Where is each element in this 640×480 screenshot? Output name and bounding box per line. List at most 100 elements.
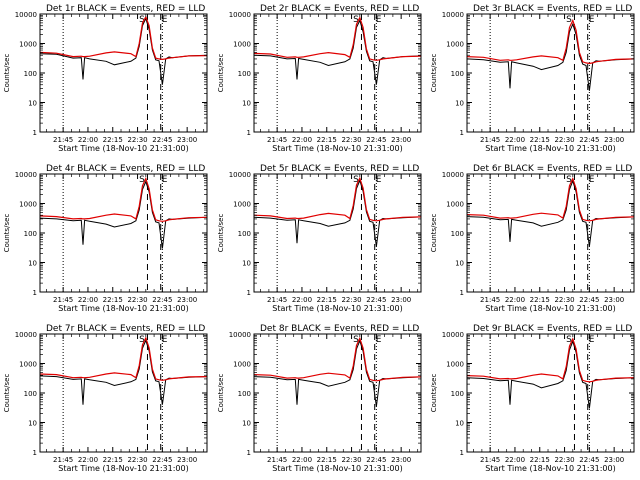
x-tick-label: 22:30 <box>341 136 361 144</box>
plot-frame <box>466 13 635 133</box>
detector-panel-3: Det 3r BLACK = Events, RED = LLD Counts/s… <box>430 4 635 153</box>
y-tick-label: 100 <box>451 230 464 238</box>
panel-title: Det 6r BLACK = Events, RED = LLD <box>473 164 632 174</box>
lld-series-line <box>253 336 422 382</box>
x-tick-label: 23:00 <box>391 456 411 464</box>
annotation-start: S <box>139 175 145 185</box>
y-tick-label: 1000 <box>446 41 464 49</box>
x-tick-label: 22:15 <box>103 456 123 464</box>
panel-title: Det 2r BLACK = Events, RED = LLD <box>260 4 419 14</box>
y-axis-label: Counts/sec <box>217 54 225 93</box>
y-tick-label: 1000 <box>446 361 464 369</box>
detector-panel-7: Det 7r BLACK = Events, RED = LLD Counts/s… <box>3 324 208 473</box>
x-tick-label: 22:00 <box>292 296 312 304</box>
annotation-start: S <box>353 15 359 25</box>
x-tick-label: 22:15 <box>530 136 550 144</box>
plot-frame <box>466 333 635 453</box>
y-tick-label: 10000 <box>442 171 464 179</box>
y-tick-label: 10000 <box>229 171 251 179</box>
x-tick-label: 22:45 <box>579 136 599 144</box>
x-tick-label: 22:45 <box>366 296 386 304</box>
y-tick-label: 100 <box>238 390 251 398</box>
y-axis-label: Counts/sec <box>3 374 11 413</box>
x-tick-label: 22:15 <box>530 296 550 304</box>
x-tick-label: 21:45 <box>53 296 73 304</box>
x-tick-label: 21:45 <box>53 456 73 464</box>
x-tick-label: 22:00 <box>505 456 525 464</box>
x-tick-label: 22:30 <box>127 136 147 144</box>
y-tick-label: 1000 <box>233 201 251 209</box>
y-tick-label: 10 <box>455 420 464 428</box>
x-tick-label: 22:30 <box>554 456 574 464</box>
y-axis-label: Counts/sec <box>217 214 225 253</box>
x-tick-label: 22:30 <box>341 296 361 304</box>
y-axis-label: Counts/sec <box>3 54 11 93</box>
detector-panel-9: Det 9r BLACK = Events, RED = LLD Counts/s… <box>430 324 635 473</box>
x-tick-label: 21:45 <box>267 136 287 144</box>
x-tick-label: 21:45 <box>267 456 287 464</box>
panel-title: Det 7r BLACK = Events, RED = LLD <box>46 324 205 334</box>
y-tick-label: 1 <box>33 129 37 137</box>
x-tick-label: 22:15 <box>103 136 123 144</box>
x-axis-label: Start Time (18-Nov-10 21:31:00) <box>272 144 402 153</box>
x-tick-label: 22:45 <box>579 456 599 464</box>
annotation-end: E <box>162 175 168 185</box>
x-tick-label: 22:00 <box>505 136 525 144</box>
y-tick-label: 1000 <box>233 361 251 369</box>
x-tick-label: 22:15 <box>103 296 123 304</box>
x-axis-label: Start Time (18-Nov-10 21:31:00) <box>58 304 188 313</box>
y-tick-label: 100 <box>24 390 37 398</box>
y-axis-label: Counts/sec <box>217 374 225 413</box>
annotation-end: E <box>162 15 168 25</box>
panel-title: Det 4r BLACK = Events, RED = LLD <box>46 164 205 174</box>
y-tick-label: 1 <box>33 289 37 297</box>
plot-frame <box>253 333 422 453</box>
y-tick-label: 10000 <box>442 11 464 19</box>
events-series-line <box>466 22 635 91</box>
x-tick-label: 22:30 <box>554 136 574 144</box>
plot-frame <box>253 173 422 293</box>
y-tick-label: 1 <box>247 289 251 297</box>
y-tick-label: 100 <box>451 390 464 398</box>
detector-panel-1: Det 1r BLACK = Events, RED = LLD Counts/s… <box>3 4 208 153</box>
events-series-line <box>39 17 208 85</box>
plot-frame <box>466 173 635 293</box>
y-tick-label: 1 <box>460 289 464 297</box>
y-tick-label: 10000 <box>15 11 37 19</box>
x-tick-label: 22:45 <box>366 136 386 144</box>
detector-panel-4: Det 4r BLACK = Events, RED = LLD Counts/s… <box>3 164 208 313</box>
x-tick-label: 22:00 <box>505 296 525 304</box>
x-axis-label: Start Time (18-Nov-10 21:31:00) <box>272 304 402 313</box>
x-tick-label: 22:45 <box>152 296 172 304</box>
events-series-line <box>253 179 422 247</box>
y-tick-label: 10000 <box>229 331 251 339</box>
plot-frame <box>253 13 422 133</box>
x-tick-label: 22:45 <box>152 136 172 144</box>
detector-panel-2: Det 2r BLACK = Events, RED = LLD Counts/s… <box>217 4 422 153</box>
annotation-end: E <box>376 335 382 345</box>
y-tick-label: 1000 <box>19 201 37 209</box>
x-tick-label: 22:15 <box>317 296 337 304</box>
y-axis-label: Counts/sec <box>430 374 438 413</box>
x-tick-label: 22:00 <box>78 456 98 464</box>
y-tick-label: 1000 <box>19 361 37 369</box>
y-tick-label: 1000 <box>19 41 37 49</box>
x-tick-label: 23:00 <box>604 136 624 144</box>
x-tick-label: 21:45 <box>480 456 500 464</box>
annotation-start: S <box>353 175 359 185</box>
lld-series-line <box>466 176 635 222</box>
y-tick-label: 100 <box>24 230 37 238</box>
x-tick-label: 22:15 <box>317 136 337 144</box>
y-tick-label: 10 <box>28 260 37 268</box>
x-tick-label: 23:00 <box>177 456 197 464</box>
y-tick-label: 10000 <box>229 11 251 19</box>
x-axis-label: Start Time (18-Nov-10 21:31:00) <box>485 464 615 473</box>
annotation-start: S <box>566 15 572 25</box>
x-tick-label: 22:15 <box>317 456 337 464</box>
x-tick-label: 22:00 <box>292 136 312 144</box>
x-tick-label: 21:45 <box>267 296 287 304</box>
y-tick-label: 10 <box>242 100 251 108</box>
detector-panel-6: Det 6r BLACK = Events, RED = LLD Counts/s… <box>430 164 635 313</box>
x-tick-label: 22:30 <box>127 456 147 464</box>
